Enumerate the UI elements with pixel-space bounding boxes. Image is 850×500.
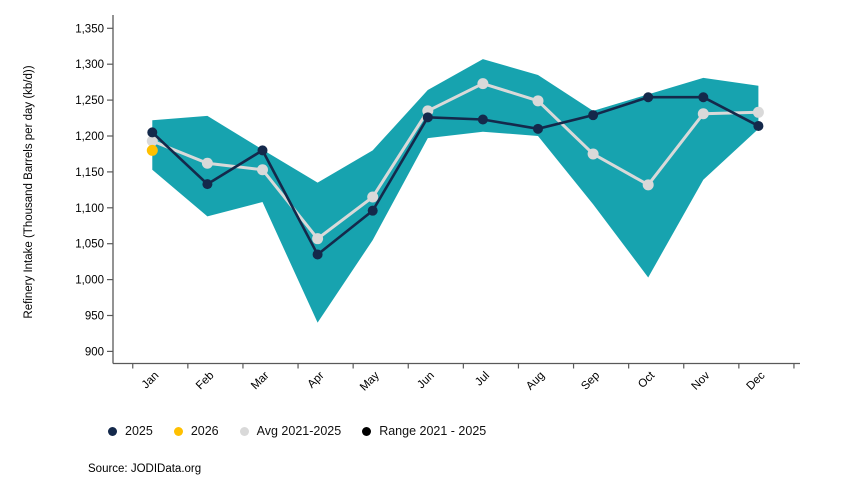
point-2025[interactable] (422, 112, 433, 123)
y-tick-label: 1,100 (75, 203, 104, 215)
y-tick-label: 1,150 (75, 167, 104, 179)
x-tick-label: Jun (415, 370, 437, 392)
avg-point[interactable] (312, 233, 324, 245)
legend-item-range[interactable]: Range 2021 - 2025 (362, 424, 486, 438)
legend-label-2025: 2025 (125, 424, 153, 438)
point-2025[interactable] (477, 114, 488, 125)
y-tick-label: 1,250 (75, 95, 104, 107)
avg-point[interactable] (587, 148, 599, 160)
x-tick-label: Sep (579, 370, 602, 393)
line-2025 (151, 95, 760, 257)
legend-label-2026: 2026 (190, 424, 219, 438)
y-tick-label: 1,050 (75, 239, 104, 251)
legend-item-avg[interactable]: Avg 2021-2025 (239, 424, 342, 438)
legend-marker-range-icon (362, 426, 372, 436)
avg-point[interactable] (146, 135, 158, 147)
avg-point[interactable] (642, 179, 654, 191)
x-tick-label: Mar (249, 370, 272, 393)
x-tick-label: Aug (524, 370, 547, 393)
legend-label-range: Range 2021 - 2025 (379, 424, 487, 438)
avg-line (151, 81, 759, 241)
range-band (152, 59, 759, 323)
chart-plot-area: 900 950 1,000 1,050 1,100 1,150 1,200 1,250 1,30… (23, 15, 800, 393)
y-tick-label: 1,200 (75, 131, 104, 143)
y-tick-label: 900 (85, 346, 104, 358)
y-tick-label: 950 (85, 311, 104, 323)
x-tick-label: Feb (194, 370, 217, 393)
y-tick-label: 1,350 (75, 23, 104, 35)
refinery-intake-chart: 900 950 1,000 1,050 1,100 1,150 1,200 1,250 1,30… (23, 15, 800, 393)
legend-label-avg: Avg 2021-2025 (256, 424, 342, 438)
x-tick-label: Dec (745, 369, 768, 392)
point-2025[interactable] (312, 249, 323, 260)
point-2025[interactable] (202, 179, 213, 190)
legend-item-2026[interactable]: 2026 (173, 424, 219, 438)
x-tick-label: Jan (140, 370, 162, 392)
source-attribution: Source: JODIData.org (88, 463, 202, 475)
point-2025[interactable] (753, 120, 764, 131)
point-2025[interactable] (147, 127, 158, 138)
point-2025[interactable] (533, 123, 543, 134)
legend-item-2025[interactable]: 2025 (108, 424, 153, 438)
point-2025[interactable] (257, 145, 268, 156)
y-axis-title: Refinery Intake (Thousand Barrels per da… (23, 65, 35, 318)
y-tick-label: 1,300 (75, 59, 104, 71)
legend-marker-2025-icon (108, 426, 117, 436)
avg-point[interactable] (697, 108, 709, 120)
x-tick-label: Nov (689, 369, 712, 392)
legend-marker-2026-icon (173, 426, 183, 436)
avg-point[interactable] (477, 78, 489, 90)
avg-point[interactable] (257, 164, 268, 176)
x-tick-label: Oct (636, 369, 658, 391)
x-tick-label: Apr (306, 370, 327, 391)
point-2025[interactable] (367, 205, 378, 216)
avg-point[interactable] (367, 191, 379, 203)
point-2025[interactable] (643, 92, 654, 103)
chart-legend: 2025 2026 Avg 2021-2025 Range 2021 - 202… (108, 422, 486, 440)
point-2025[interactable] (698, 92, 709, 103)
avg-point[interactable] (532, 95, 544, 107)
point-2026[interactable] (146, 144, 158, 156)
avg-point[interactable] (752, 106, 764, 118)
legend-marker-avg-icon (239, 426, 249, 436)
point-2025[interactable] (588, 110, 599, 121)
x-tick-label: Jul (473, 370, 492, 389)
y-tick-label: 1,000 (75, 275, 104, 287)
x-tick-label: May (358, 369, 382, 393)
avg-point[interactable] (201, 157, 213, 169)
